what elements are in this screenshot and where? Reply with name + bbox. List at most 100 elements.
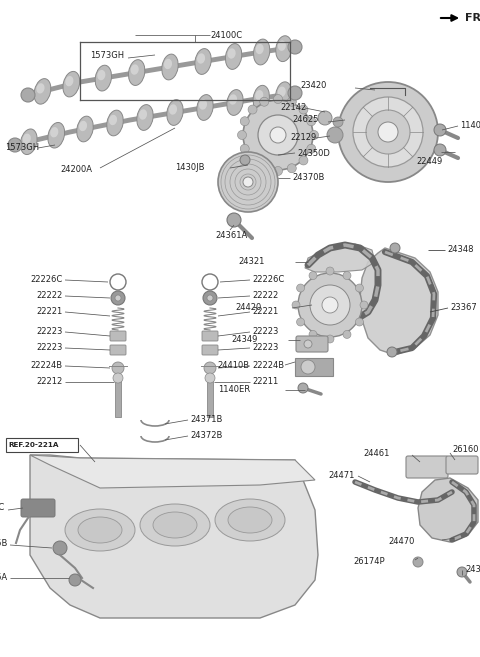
Ellipse shape <box>107 110 123 136</box>
Ellipse shape <box>278 41 286 51</box>
Circle shape <box>360 301 368 309</box>
Ellipse shape <box>226 43 242 70</box>
Ellipse shape <box>77 116 93 142</box>
Text: 24371B: 24371B <box>190 415 222 424</box>
FancyBboxPatch shape <box>21 499 55 517</box>
Circle shape <box>115 295 121 301</box>
Circle shape <box>326 267 334 275</box>
Text: 22223: 22223 <box>36 344 63 353</box>
Ellipse shape <box>97 70 106 80</box>
Text: 22226C: 22226C <box>252 275 284 284</box>
Text: 22129: 22129 <box>290 133 316 143</box>
Circle shape <box>260 97 269 106</box>
Ellipse shape <box>140 504 210 546</box>
Text: 24471: 24471 <box>328 470 354 480</box>
Circle shape <box>298 273 362 337</box>
Circle shape <box>240 117 249 125</box>
Ellipse shape <box>78 517 122 543</box>
Ellipse shape <box>129 60 145 85</box>
Ellipse shape <box>228 507 272 533</box>
Circle shape <box>343 271 351 280</box>
Circle shape <box>287 97 296 106</box>
Ellipse shape <box>34 79 51 104</box>
Circle shape <box>299 105 308 114</box>
Ellipse shape <box>227 89 243 116</box>
Circle shape <box>366 110 410 154</box>
Circle shape <box>299 156 308 165</box>
Bar <box>207 375 213 417</box>
Ellipse shape <box>21 129 37 154</box>
FancyBboxPatch shape <box>296 336 328 352</box>
Text: 22449: 22449 <box>417 158 443 166</box>
Circle shape <box>322 297 338 313</box>
Circle shape <box>288 40 302 54</box>
Circle shape <box>327 127 343 143</box>
Text: 26174P: 26174P <box>353 558 385 566</box>
Text: 22142: 22142 <box>280 104 306 112</box>
Ellipse shape <box>162 54 178 80</box>
Ellipse shape <box>278 87 286 97</box>
Text: 1430JB: 1430JB <box>176 164 205 173</box>
Ellipse shape <box>95 65 111 91</box>
Circle shape <box>112 362 124 374</box>
Circle shape <box>457 567 467 577</box>
Circle shape <box>240 155 250 165</box>
Text: 24625: 24625 <box>292 116 318 124</box>
Polygon shape <box>305 244 375 272</box>
Ellipse shape <box>23 133 31 144</box>
Text: REF.20-221A: REF.20-221A <box>8 442 59 448</box>
Text: 24370B: 24370B <box>292 173 324 183</box>
Circle shape <box>69 574 81 586</box>
Ellipse shape <box>137 104 153 130</box>
Text: 24361A: 24361A <box>215 231 247 240</box>
Circle shape <box>356 284 363 292</box>
Circle shape <box>111 291 125 305</box>
Text: 22222: 22222 <box>37 292 63 300</box>
Ellipse shape <box>153 512 197 538</box>
FancyBboxPatch shape <box>446 456 478 474</box>
Circle shape <box>378 122 398 142</box>
Circle shape <box>434 144 446 156</box>
Circle shape <box>8 138 22 152</box>
Ellipse shape <box>199 99 207 110</box>
Circle shape <box>356 318 363 326</box>
Circle shape <box>434 124 446 136</box>
Circle shape <box>304 340 312 348</box>
Circle shape <box>113 373 123 383</box>
Ellipse shape <box>255 90 264 101</box>
Text: 24420: 24420 <box>236 304 262 313</box>
Ellipse shape <box>109 115 117 125</box>
Text: 22226C: 22226C <box>31 275 63 284</box>
Circle shape <box>53 541 67 555</box>
Ellipse shape <box>276 35 292 62</box>
Circle shape <box>258 115 298 155</box>
Circle shape <box>387 347 397 357</box>
Circle shape <box>310 131 319 139</box>
Ellipse shape <box>164 59 172 69</box>
Text: 22223: 22223 <box>252 327 278 336</box>
Text: 23367: 23367 <box>450 304 477 313</box>
Ellipse shape <box>256 44 264 54</box>
Ellipse shape <box>228 49 236 58</box>
Circle shape <box>207 295 213 301</box>
Text: 22212: 22212 <box>37 378 63 386</box>
Ellipse shape <box>253 39 270 65</box>
Ellipse shape <box>169 104 177 115</box>
Circle shape <box>333 117 343 127</box>
Polygon shape <box>418 478 478 542</box>
Circle shape <box>413 557 423 567</box>
Circle shape <box>204 362 216 374</box>
Text: 23420: 23420 <box>300 81 326 89</box>
Text: 24348: 24348 <box>447 246 473 254</box>
Ellipse shape <box>36 83 45 93</box>
Text: 22224B: 22224B <box>252 361 284 371</box>
Circle shape <box>205 373 215 383</box>
Circle shape <box>309 330 317 338</box>
Circle shape <box>307 145 316 153</box>
Ellipse shape <box>276 82 292 108</box>
Circle shape <box>287 164 296 173</box>
Text: 1573GH: 1573GH <box>90 51 124 60</box>
Circle shape <box>288 86 302 100</box>
Polygon shape <box>30 455 318 618</box>
FancyBboxPatch shape <box>406 456 448 478</box>
